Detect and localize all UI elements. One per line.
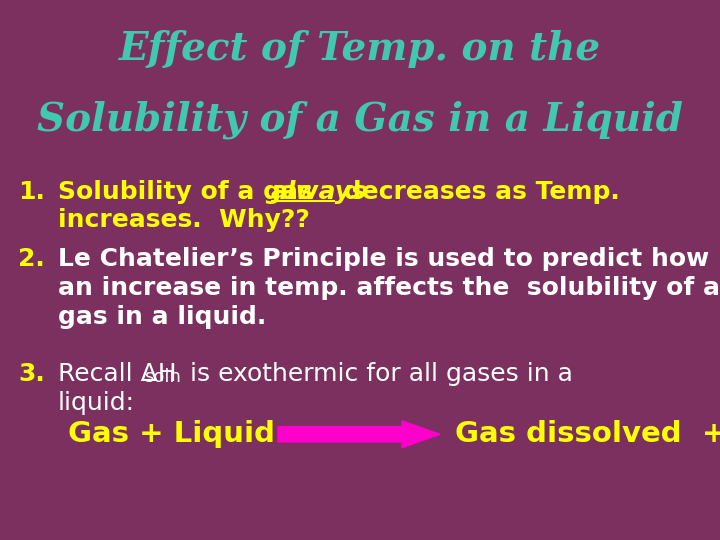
Text: Solubility of a Gas in a Liquid: Solubility of a Gas in a Liquid bbox=[37, 101, 683, 139]
Text: Solubility of a gas: Solubility of a gas bbox=[58, 180, 322, 204]
Text: gas in a liquid.: gas in a liquid. bbox=[58, 305, 266, 328]
Text: 3.: 3. bbox=[18, 362, 45, 386]
Text: Effect of Temp. on the: Effect of Temp. on the bbox=[119, 30, 601, 68]
Text: Recall ΔH: Recall ΔH bbox=[58, 362, 176, 386]
Text: increases.  Why??: increases. Why?? bbox=[58, 208, 310, 232]
Text: Gas + Liquid: Gas + Liquid bbox=[68, 420, 275, 448]
Text: 1.: 1. bbox=[18, 180, 45, 204]
Text: is exothermic for all gases in a: is exothermic for all gases in a bbox=[174, 362, 572, 386]
Text: an increase in temp. affects the  solubility of a: an increase in temp. affects the solubil… bbox=[58, 276, 720, 300]
Text: 2.: 2. bbox=[18, 247, 45, 271]
Text: soln: soln bbox=[145, 368, 181, 386]
Text: Gas dissolved  + E: Gas dissolved + E bbox=[455, 420, 720, 448]
Text: liquid:: liquid: bbox=[58, 391, 135, 415]
Text: Le Chatelier’s Principle is used to predict how: Le Chatelier’s Principle is used to pred… bbox=[58, 247, 709, 271]
Text: decreases as Temp.: decreases as Temp. bbox=[335, 180, 620, 204]
FancyArrow shape bbox=[278, 421, 440, 448]
Text: always: always bbox=[271, 180, 367, 204]
